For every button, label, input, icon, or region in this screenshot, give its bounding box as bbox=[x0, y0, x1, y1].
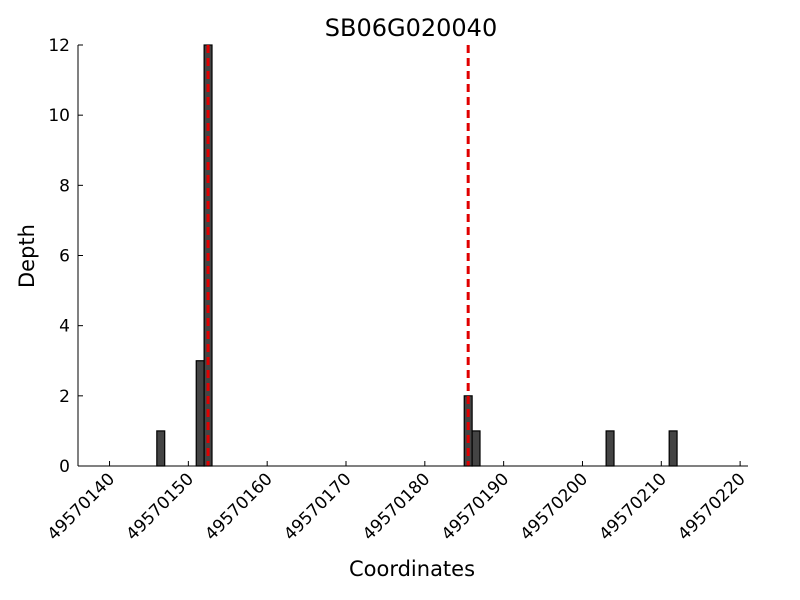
bar bbox=[195, 360, 205, 467]
x-tick-label: 49570180 bbox=[359, 469, 434, 544]
x-axis-label: Coordinates bbox=[349, 557, 475, 581]
y-tick-label: 0 bbox=[59, 457, 70, 477]
y-tick-label: 6 bbox=[59, 247, 70, 267]
x-tick-label: 49570210 bbox=[596, 469, 671, 544]
x-tick-label: 49570220 bbox=[674, 469, 749, 544]
y-tick-label: 8 bbox=[59, 176, 70, 196]
x-tick-label: 49570200 bbox=[517, 469, 592, 544]
y-tick-label: 12 bbox=[48, 36, 70, 56]
y-tick-label: 2 bbox=[59, 387, 70, 407]
x-tick-label: 49570170 bbox=[280, 469, 355, 544]
y-tick-label: 4 bbox=[59, 317, 70, 337]
x-tick-label: 49570190 bbox=[438, 469, 513, 544]
y-tick-label: 10 bbox=[48, 106, 70, 126]
bar bbox=[156, 430, 166, 467]
x-tick-label: 49570150 bbox=[123, 469, 198, 544]
chart-title: SB06G020040 bbox=[325, 14, 497, 42]
bar bbox=[605, 430, 615, 467]
x-tick-label: 49570160 bbox=[201, 469, 276, 544]
bar bbox=[471, 430, 481, 467]
y-axis-label: Depth bbox=[15, 224, 39, 288]
x-tick-label: 49570140 bbox=[44, 469, 119, 544]
bar bbox=[668, 430, 678, 467]
